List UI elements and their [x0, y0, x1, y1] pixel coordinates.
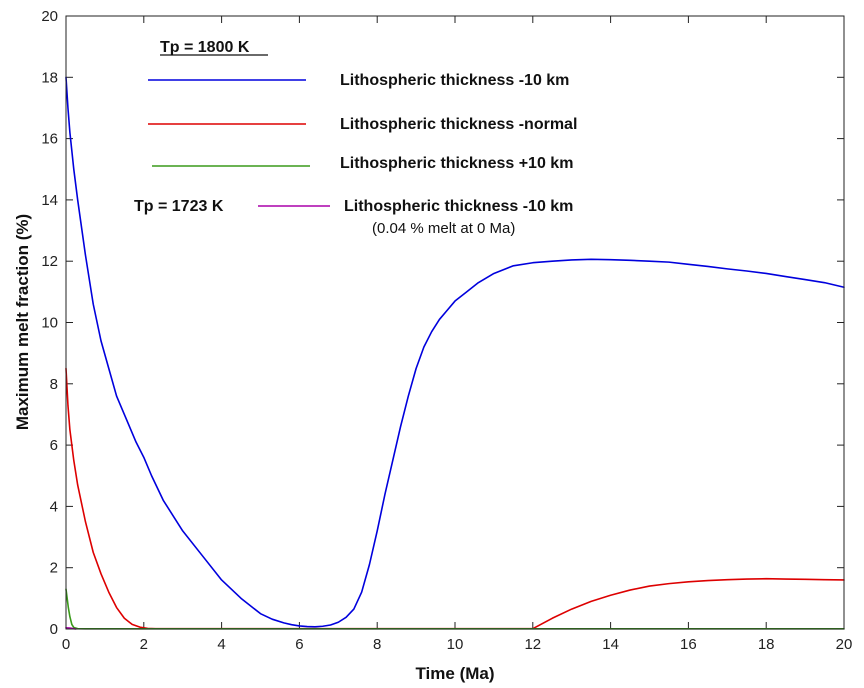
x-tick-label: 12 [524, 636, 541, 653]
x-tick-label: 0 [62, 636, 70, 653]
x-tick-label: 14 [602, 636, 619, 653]
y-tick-label: 10 [41, 315, 58, 332]
y-tick-label: 12 [41, 253, 58, 270]
plot-frame [65, 15, 845, 630]
y-tick-label: 20 [41, 8, 58, 25]
y-tick-label: 6 [50, 437, 58, 454]
axis-ticks: 0 2 4 6 8 10 12 14 16 18 20 0 2 4 6 8 10 12 14 16 18 20 [41, 8, 852, 653]
legend: Tp = 1800 K Lithospheric thickness -10 k… [134, 39, 577, 237]
y-tick-label: 8 [50, 376, 58, 393]
legend-label-series-2: Lithospheric thickness -normal [340, 116, 577, 133]
y-tick-label: 2 [50, 560, 58, 577]
x-tick-label: 6 [295, 636, 303, 653]
x-tick-label: 16 [680, 636, 697, 653]
y-tick-label: 18 [41, 69, 58, 86]
legend-label-series-4: Lithospheric thickness -10 km [344, 198, 573, 215]
x-tick-label: 8 [373, 636, 381, 653]
legend-note: (0.04 % melt at 0 Ma) [372, 220, 515, 237]
x-tick-label: 2 [140, 636, 148, 653]
x-tick-label: 4 [217, 636, 225, 653]
legend-group-title-1800: Tp = 1800 K [160, 39, 250, 56]
x-tick-label: 18 [758, 636, 775, 653]
x-tick-label: 20 [836, 636, 853, 653]
y-tick-label: 16 [41, 131, 58, 148]
legend-group-title-1723: Tp = 1723 K [134, 198, 224, 215]
y-axis-label: Maximum melt fraction (%) [13, 214, 32, 430]
series-line-1 [65, 76, 845, 628]
x-axis-label: Time (Ma) [415, 664, 494, 683]
series-line-2 [65, 367, 845, 630]
y-tick-label: 14 [41, 192, 58, 209]
axes [65, 15, 845, 630]
legend-label-series-3: Lithospheric thickness +10 km [340, 155, 573, 172]
y-tick-label: 0 [50, 621, 58, 638]
legend-label-series-1: Lithospheric thickness -10 km [340, 72, 569, 89]
x-tick-label: 10 [447, 636, 464, 653]
y-tick-label: 4 [50, 498, 58, 515]
